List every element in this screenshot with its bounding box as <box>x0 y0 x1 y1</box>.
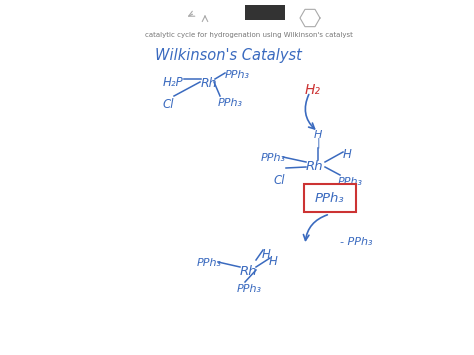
Text: Cl: Cl <box>274 174 285 187</box>
Text: H: H <box>343 148 352 161</box>
Text: H: H <box>269 255 278 268</box>
Text: PPh₃: PPh₃ <box>197 258 222 268</box>
Bar <box>304 184 356 212</box>
Text: PPh₃: PPh₃ <box>225 70 250 80</box>
Text: H₂: H₂ <box>305 83 321 97</box>
Text: PPh₃: PPh₃ <box>218 98 243 108</box>
Text: PPh₃: PPh₃ <box>315 191 345 204</box>
Text: catalytic cycle for hydrogenation using Wilkinson's catalyst: catalytic cycle for hydrogenation using … <box>145 32 353 38</box>
Text: PPh₃: PPh₃ <box>338 177 363 187</box>
Text: PPh₃: PPh₃ <box>237 284 262 294</box>
Text: Rh: Rh <box>306 160 324 173</box>
Text: PPh₃: PPh₃ <box>261 153 286 163</box>
Text: Rh: Rh <box>240 265 258 278</box>
Text: H: H <box>262 248 271 261</box>
Text: H: H <box>314 130 322 140</box>
Text: Cl: Cl <box>163 98 174 111</box>
Text: H₂P: H₂P <box>163 76 184 89</box>
Text: Wilkinson's Catalyst: Wilkinson's Catalyst <box>155 48 302 63</box>
Text: - PPh₃: - PPh₃ <box>340 237 373 247</box>
Bar <box>245 5 285 20</box>
Text: |: | <box>316 138 320 148</box>
Text: Rh: Rh <box>201 77 218 90</box>
